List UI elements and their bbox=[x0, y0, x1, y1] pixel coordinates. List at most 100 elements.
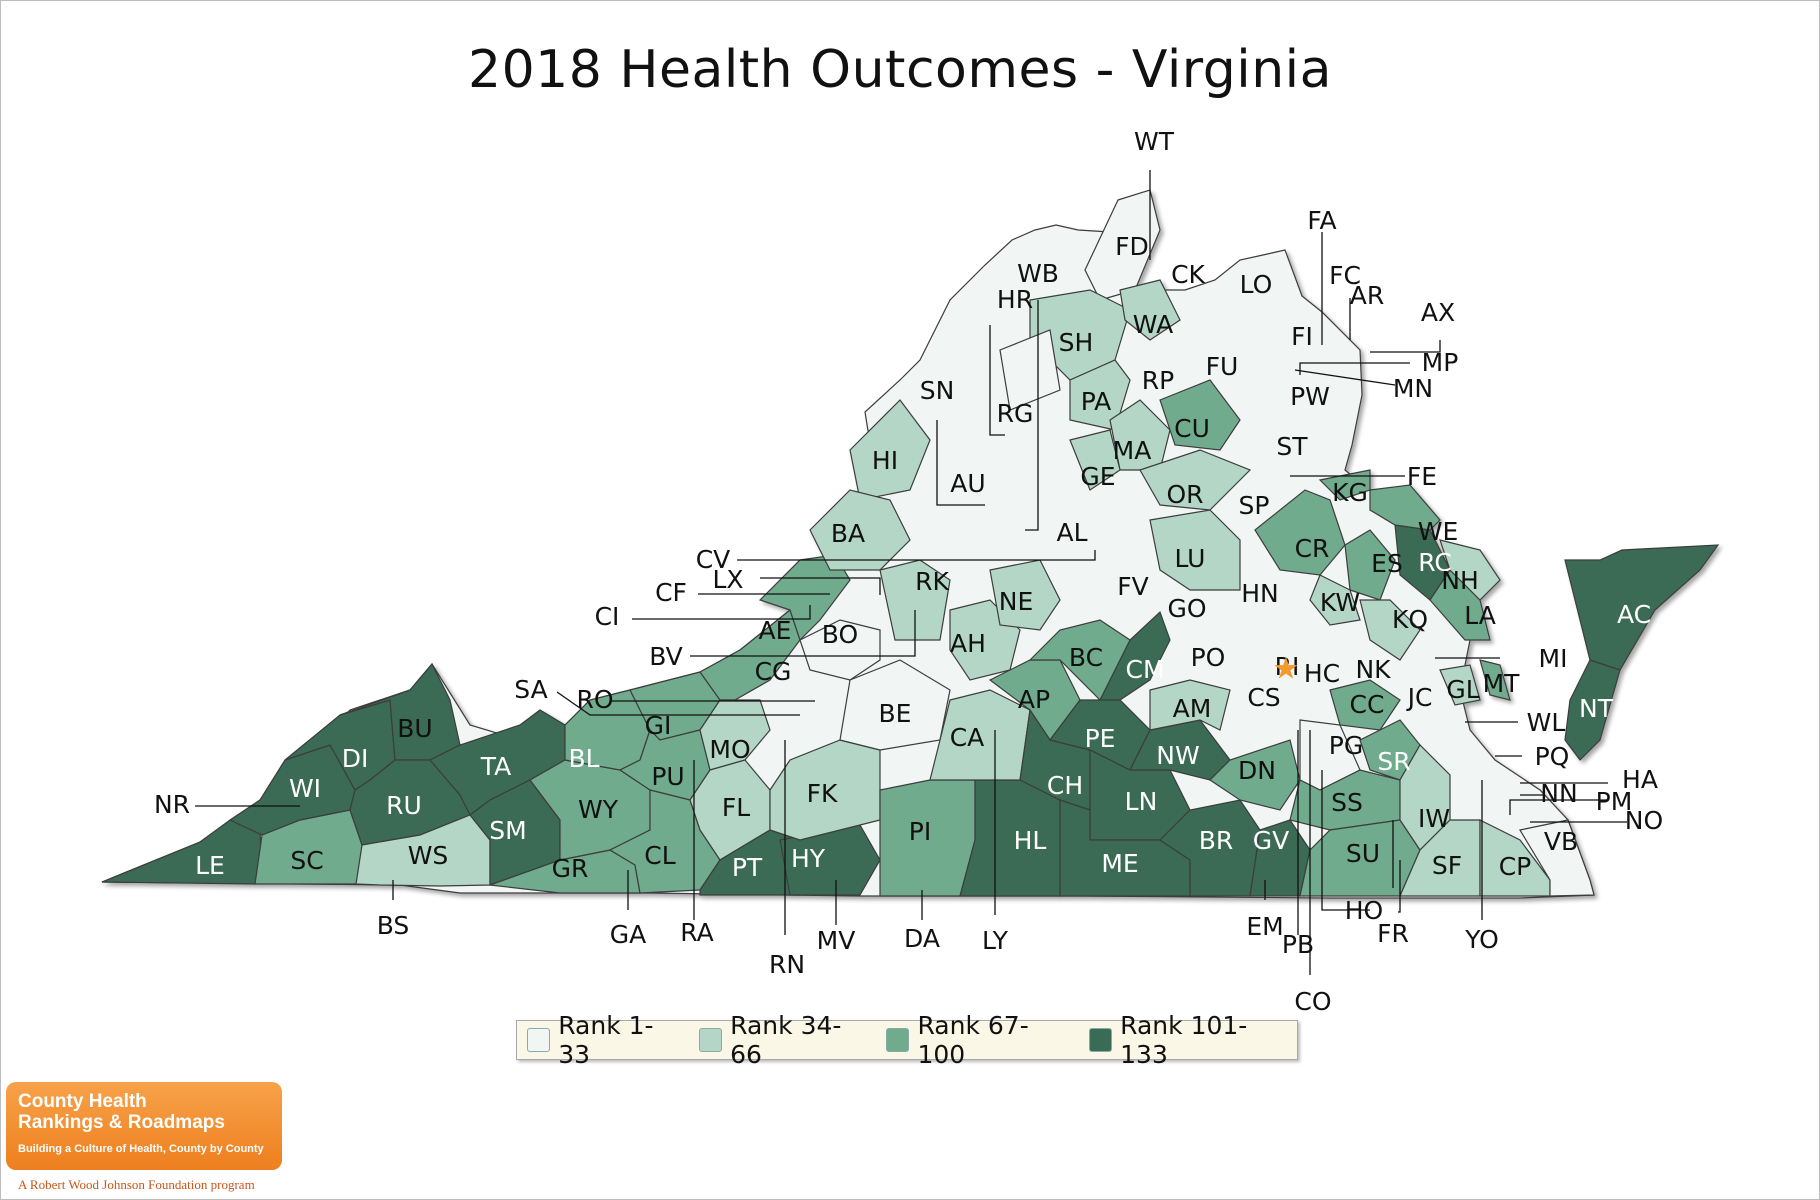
label-WT: WT bbox=[1134, 127, 1175, 156]
label-PW: PW bbox=[1290, 382, 1330, 411]
label-RO: RO bbox=[576, 685, 613, 714]
county-GV bbox=[1249, 819, 1311, 897]
label-PA: PA bbox=[1081, 387, 1112, 416]
legend-swatch bbox=[886, 1028, 910, 1052]
county-health-rankings-logo[interactable]: County Health Rankings & Roadmaps Buildi… bbox=[6, 1082, 282, 1170]
label-RK: RK bbox=[915, 567, 949, 596]
label-CM: CM bbox=[1125, 655, 1164, 684]
label-PU: PU bbox=[651, 762, 684, 791]
label-SC: SC bbox=[290, 846, 323, 875]
county-shapes bbox=[101, 189, 1720, 899]
county-NH bbox=[1439, 539, 1501, 601]
label-NT: NT bbox=[1579, 694, 1614, 723]
label-IW: IW bbox=[1418, 804, 1450, 833]
label-WA: WA bbox=[1133, 310, 1173, 339]
legend-label: Rank 67-100 bbox=[917, 1011, 1029, 1069]
logo-line-1: County Health bbox=[18, 1091, 147, 1112]
label-CR: CR bbox=[1295, 534, 1330, 563]
label-CU: CU bbox=[1174, 414, 1210, 443]
label-NK: NK bbox=[1355, 655, 1391, 684]
county-NT bbox=[1564, 659, 1621, 761]
label-AM: AM bbox=[1173, 694, 1212, 723]
label-NH: NH bbox=[1441, 566, 1479, 595]
legend-item-rank-67-100: Rank 67-100 bbox=[886, 1011, 1071, 1069]
label-CF: CF bbox=[655, 578, 687, 607]
label-WL: WL bbox=[1527, 708, 1566, 737]
label-TA: TA bbox=[480, 752, 511, 781]
county-MT bbox=[1479, 659, 1511, 701]
label-MI: MI bbox=[1539, 644, 1568, 673]
label-FA: FA bbox=[1307, 206, 1336, 235]
label-GE: GE bbox=[1080, 462, 1115, 491]
legend-label: Rank 34-66 bbox=[730, 1011, 842, 1069]
label-BU: BU bbox=[397, 714, 432, 743]
logo-line-2: Rankings & Roadmaps bbox=[18, 1112, 225, 1133]
label-SH: SH bbox=[1059, 328, 1094, 357]
rwjf-footer: A Robert Wood Johnson Foundation program bbox=[18, 1177, 255, 1192]
label-NR: NR bbox=[154, 790, 190, 819]
label-MO: MO bbox=[709, 735, 750, 764]
label-SS: SS bbox=[1331, 788, 1363, 817]
label-MV: MV bbox=[817, 926, 856, 955]
county-LE bbox=[101, 819, 263, 885]
legend-item-rank-1-33: Rank 1-33 bbox=[527, 1011, 681, 1069]
county-GE bbox=[1069, 429, 1121, 491]
label-LN: LN bbox=[1125, 787, 1158, 816]
label-AR: AR bbox=[1350, 281, 1384, 310]
label-CA: CA bbox=[950, 723, 985, 752]
label-FU: FU bbox=[1206, 352, 1239, 381]
county-WE bbox=[1369, 484, 1441, 531]
county-PA bbox=[1069, 359, 1131, 431]
label-CS: CS bbox=[1247, 683, 1280, 712]
label-PT: PT bbox=[732, 853, 763, 882]
county-CA bbox=[929, 689, 1031, 781]
label-WI: WI bbox=[289, 774, 321, 803]
label-AL: AL bbox=[1056, 518, 1087, 547]
label-FK: FK bbox=[807, 779, 838, 808]
label-MT: MT bbox=[1483, 669, 1521, 698]
label-BO: BO bbox=[822, 620, 858, 649]
label-ES: ES bbox=[1371, 549, 1403, 578]
label-HR: HR bbox=[997, 285, 1033, 314]
label-RA: RA bbox=[680, 918, 713, 947]
county-KG bbox=[1318, 469, 1371, 501]
legend-swatch bbox=[527, 1028, 551, 1052]
county-LU bbox=[1149, 509, 1241, 591]
label-RU: RU bbox=[386, 791, 422, 820]
county-NE bbox=[989, 559, 1061, 631]
county-SF bbox=[1399, 819, 1481, 897]
county-AM bbox=[1149, 679, 1231, 731]
label-SR: SR bbox=[1377, 747, 1410, 776]
label-RP: RP bbox=[1142, 366, 1174, 395]
label-GO: GO bbox=[1167, 594, 1206, 623]
label-CI: CI bbox=[595, 602, 620, 631]
label-AC: AC bbox=[1617, 600, 1651, 629]
label-KQ: KQ bbox=[1392, 605, 1428, 634]
county-AE bbox=[758, 554, 851, 642]
label-AE: AE bbox=[759, 616, 792, 645]
label-RG: RG bbox=[997, 399, 1034, 428]
label-BA: BA bbox=[831, 519, 865, 548]
label-PQ: PQ bbox=[1535, 742, 1570, 771]
label-GV: GV bbox=[1253, 826, 1289, 855]
label-LA: LA bbox=[1464, 601, 1496, 630]
label-RC: RC bbox=[1418, 548, 1452, 577]
logo-tagline: Building a Culture of Health, County by … bbox=[18, 1143, 264, 1155]
label-KW: KW bbox=[1320, 588, 1360, 617]
label-GL: GL bbox=[1446, 675, 1479, 704]
county-GL bbox=[1439, 664, 1481, 706]
label-MP: MP bbox=[1422, 348, 1459, 377]
county-AC bbox=[1564, 544, 1720, 671]
label-AH: AH bbox=[950, 629, 986, 658]
legend-label: Rank 101-133 bbox=[1120, 1011, 1248, 1069]
label-PM: PM bbox=[1596, 787, 1633, 816]
label-FR: FR bbox=[1377, 919, 1409, 948]
label-BR: BR bbox=[1199, 826, 1234, 855]
label-HC: HC bbox=[1304, 659, 1340, 688]
county-BO bbox=[799, 619, 881, 681]
label-CV: CV bbox=[696, 545, 731, 574]
label-MN: MN bbox=[1393, 374, 1433, 403]
label-CC: CC bbox=[1350, 690, 1385, 719]
label-FL: FL bbox=[722, 793, 750, 822]
